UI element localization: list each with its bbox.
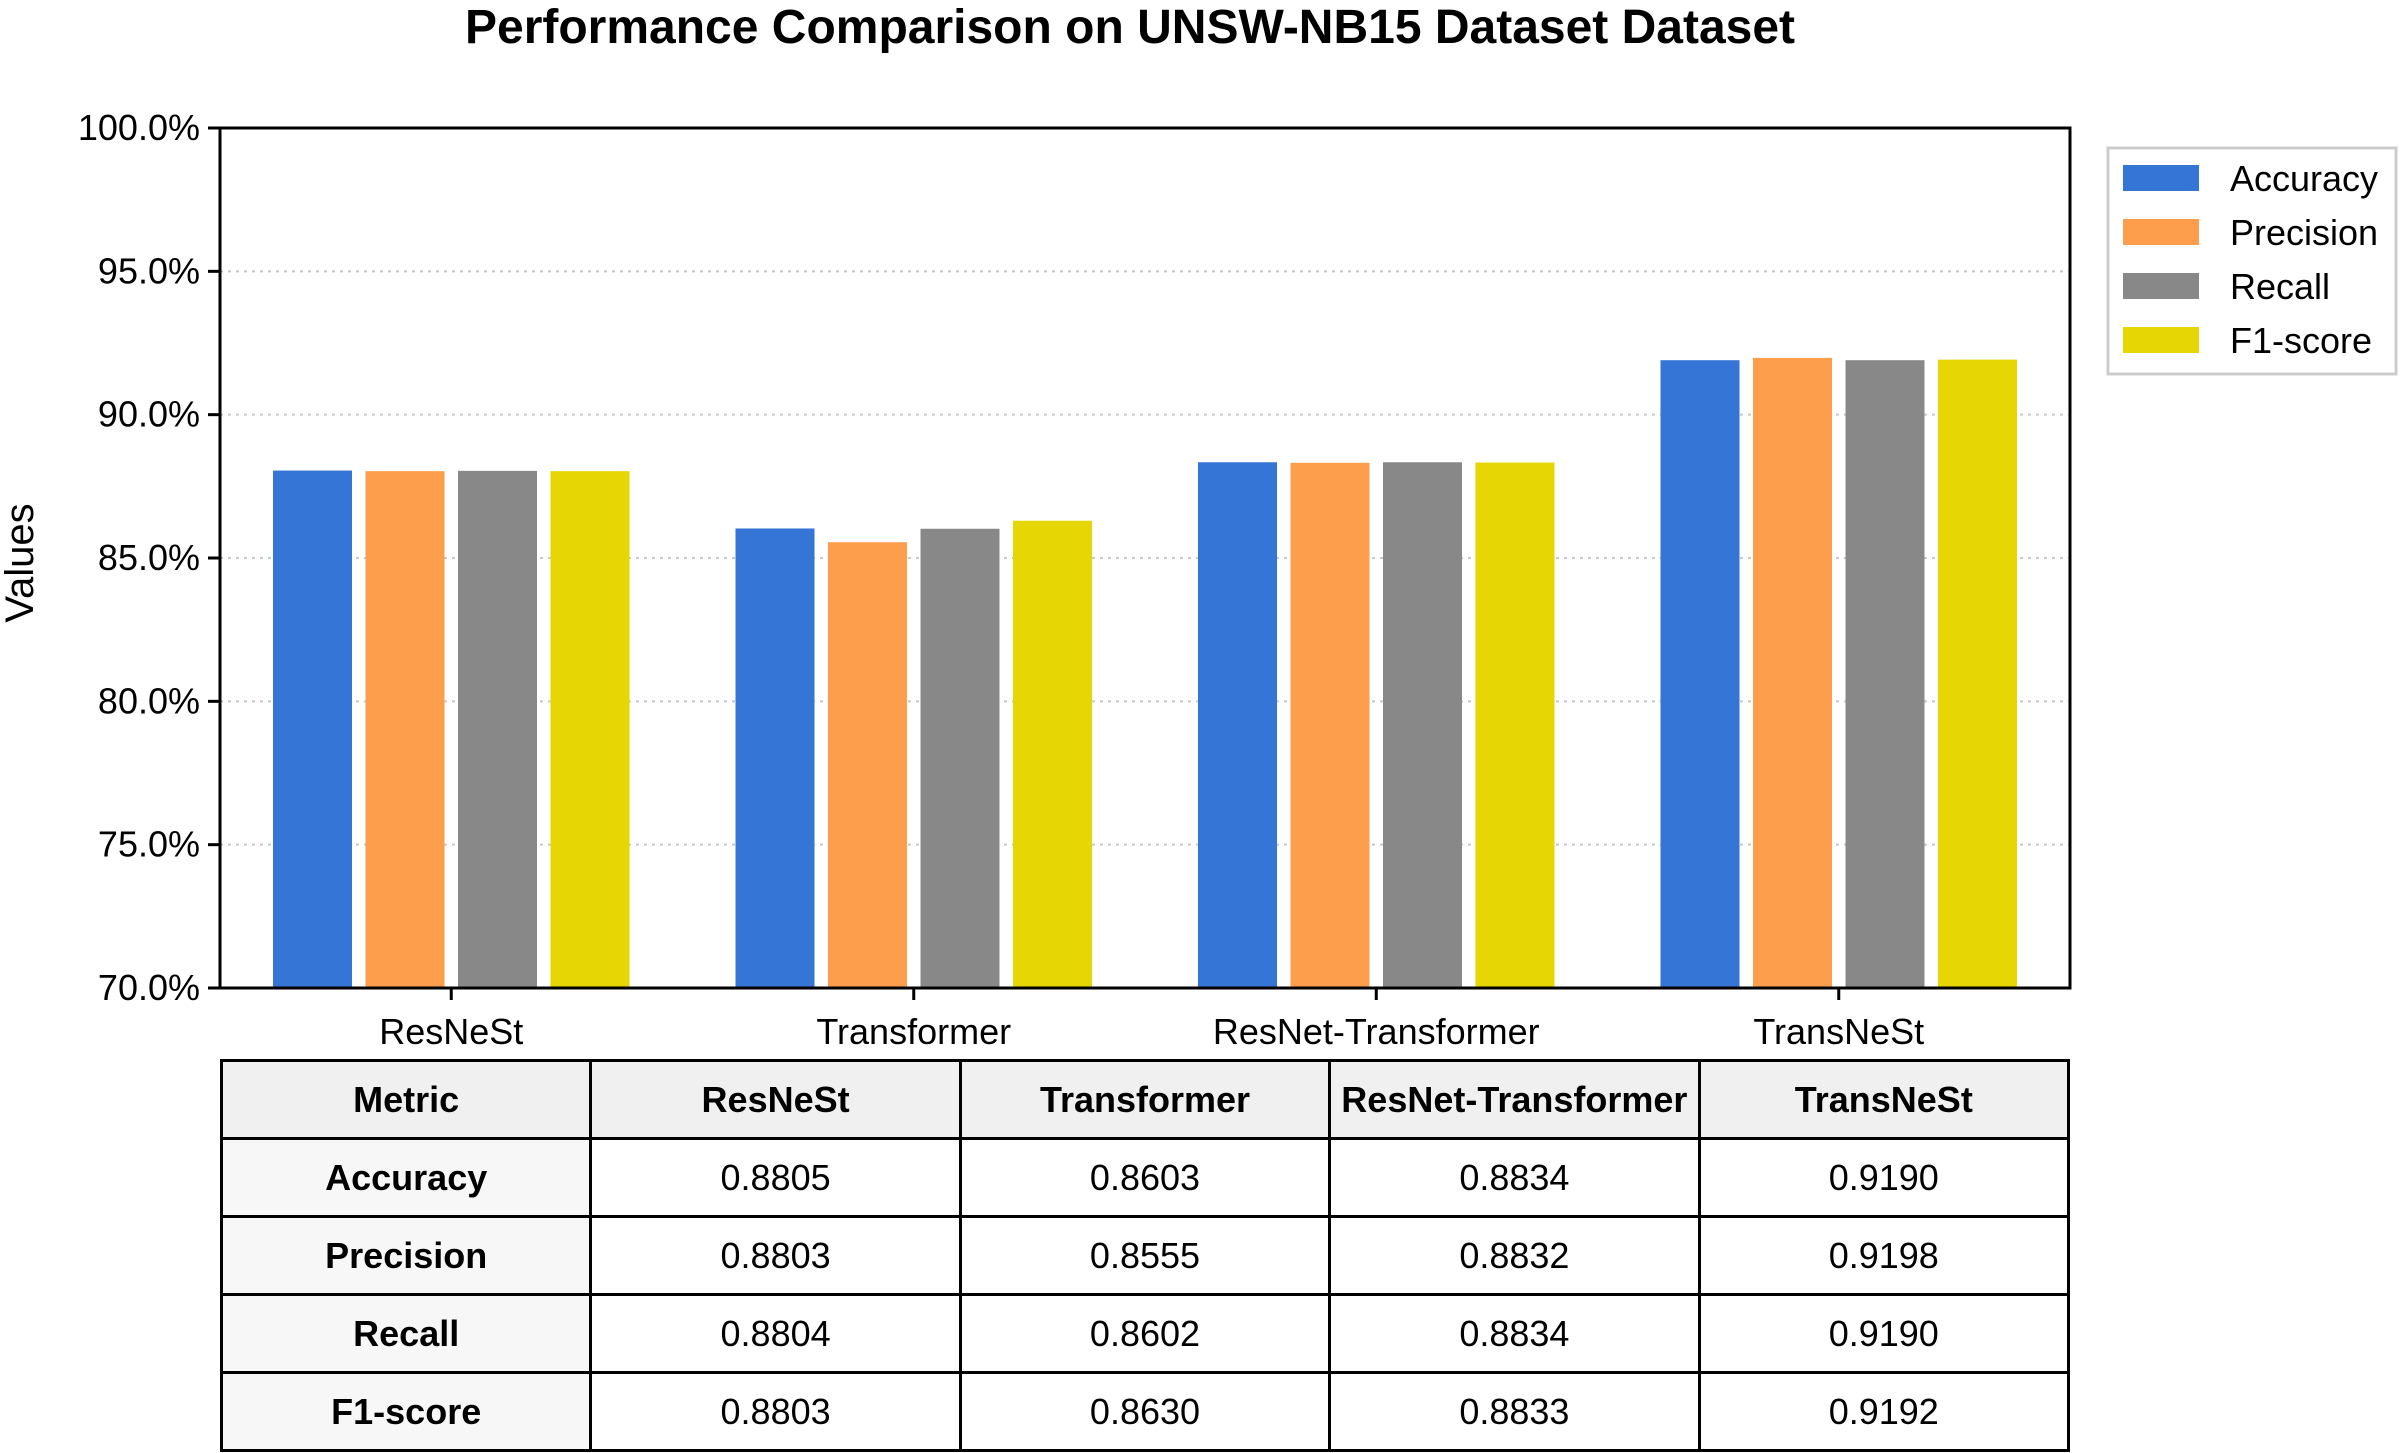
- bar-f1-score: [1013, 520, 1092, 988]
- bar-recall: [1383, 462, 1462, 989]
- table-row: Accuracy 0.8805 0.8603 0.8834 0.9190: [219, 1137, 2071, 1218]
- bar-recall: [458, 470, 537, 988]
- bar-accuracy: [273, 470, 352, 989]
- table-header-cell: Metric: [219, 1059, 593, 1140]
- table-row: F1-score 0.8803 0.8630 0.8833 0.9192: [219, 1371, 2071, 1452]
- legend-label: Accuracy: [2230, 158, 2378, 199]
- bar-accuracy: [1198, 462, 1277, 989]
- table-cell: 0.8555: [958, 1215, 1332, 1296]
- bars: [273, 357, 2017, 989]
- table-cell: 0.9192: [1697, 1371, 2071, 1452]
- bar-accuracy: [735, 528, 815, 988]
- legend-label: F1-score: [2230, 320, 2372, 361]
- bar-recall: [920, 528, 1000, 988]
- legend-label: Recall: [2230, 266, 2330, 307]
- table-cell: 0.8834: [1328, 1137, 1701, 1218]
- table-row: Precision 0.8803 0.8555 0.8832 0.9198: [219, 1215, 2071, 1296]
- table-cell: 0.8834: [1328, 1293, 1701, 1374]
- table-header-cell: TransNeSt: [1697, 1059, 2071, 1140]
- table-cell: 0.8832: [1328, 1215, 1701, 1296]
- y-tick-label: 90.0%: [98, 394, 200, 435]
- y-tick-label: 95.0%: [98, 250, 200, 291]
- legend-swatch: [2123, 273, 2199, 299]
- y-tick-label: 70.0%: [98, 967, 200, 1008]
- bar-f1-score: [550, 471, 630, 988]
- table-cell: 0.8805: [589, 1137, 962, 1218]
- bar-chart: Performance Comparison on UNSW-NB15 Data…: [0, 1, 2398, 1052]
- table-cell: 0.8602: [958, 1293, 1332, 1374]
- x-tick-label: ResNeSt: [379, 1011, 523, 1052]
- bar-precision: [365, 471, 445, 988]
- table-header-cell: ResNeSt: [589, 1059, 962, 1140]
- bar-precision: [1290, 462, 1370, 988]
- table-cell: 0.9198: [1697, 1215, 2071, 1296]
- x-tick-label: Transformer: [816, 1011, 1011, 1052]
- y-tick-label: 75.0%: [98, 824, 200, 865]
- bar-recall: [1845, 360, 1925, 988]
- bar-precision: [828, 542, 907, 988]
- table-cell: 0.8804: [589, 1293, 962, 1374]
- table-header-row: Metric ResNeSt Transformer ResNet-Transform…: [219, 1059, 2071, 1140]
- table-row: Recall 0.8804 0.8602 0.8834 0.9190: [219, 1293, 2071, 1374]
- table-row-header: Precision: [219, 1215, 593, 1296]
- y-axis-ticks: 70.0% 75.0% 80.0% 85.0% 90.0% 95.0% 100.0%: [78, 107, 220, 1008]
- x-tick-label: ResNet-Transformer: [1213, 1011, 1540, 1052]
- table-row-header: Recall: [219, 1293, 593, 1374]
- x-tick-label: TransNeSt: [1753, 1011, 1924, 1052]
- table-row-header: F1-score: [219, 1371, 593, 1452]
- chart-title: Performance Comparison on UNSW-NB15 Data…: [465, 1, 1795, 54]
- table-cell: 0.8630: [958, 1371, 1332, 1452]
- bar-accuracy: [1660, 360, 1740, 988]
- y-tick-label: 85.0%: [98, 537, 200, 578]
- table-cell: 0.8603: [958, 1137, 1332, 1218]
- bar-f1-score: [1938, 359, 2017, 988]
- legend-swatch: [2123, 219, 2199, 245]
- table-cell: 0.8803: [589, 1371, 962, 1452]
- legend-label: Precision: [2230, 212, 2378, 253]
- table-header-cell: ResNet-Transformer: [1328, 1059, 1701, 1140]
- legend-swatch: [2123, 327, 2199, 353]
- table-cell: 0.9190: [1697, 1137, 2071, 1218]
- results-table: Metric ResNeSt Transformer ResNet-Transform…: [219, 1059, 2071, 1452]
- y-tick-label: 100.0%: [78, 107, 200, 148]
- legend-swatch: [2123, 165, 2199, 191]
- table-cell: 0.8833: [1328, 1371, 1701, 1452]
- x-axis-ticks: ResNeSt Transformer ResNet-Transformer Tran…: [379, 988, 1924, 1052]
- legend: Accuracy Precision Recall F1-score: [2106, 146, 2398, 376]
- table-header-cell: Transformer: [958, 1059, 1332, 1140]
- table-cell: 0.8803: [589, 1215, 962, 1296]
- table-row-header: Accuracy: [219, 1137, 593, 1218]
- bar-f1-score: [1475, 462, 1555, 988]
- y-axis-label: Values: [0, 503, 42, 622]
- table-cell: 0.9190: [1697, 1293, 2071, 1374]
- bar-precision: [1753, 357, 1832, 988]
- y-tick-label: 80.0%: [98, 680, 200, 721]
